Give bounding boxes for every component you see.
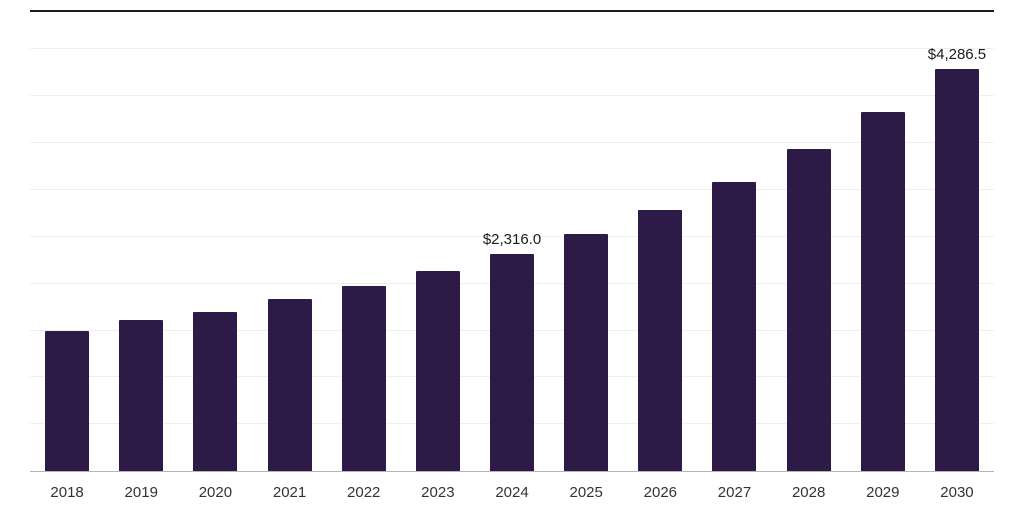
- x-axis-tick-label: 2020: [198, 484, 233, 501]
- bar-slot: [30, 12, 104, 471]
- x-axis: 2018 2019 2020 2021 2022 2023 2024 2025 2026 2027…: [30, 472, 994, 512]
- bar: [638, 209, 683, 471]
- bar: [712, 181, 757, 471]
- bar-slot: [252, 12, 326, 471]
- bar-series: $2,316.0 $4,286.5: [30, 12, 994, 471]
- bar: [341, 286, 386, 471]
- bar-slot: [549, 12, 623, 471]
- bar: [786, 148, 831, 471]
- gridline: [30, 48, 994, 50]
- bar-value-label: $4,286.5: [927, 46, 987, 64]
- x-axis-tick-label: 2018: [50, 484, 84, 501]
- bar: [119, 320, 164, 471]
- bar: $2,316.0: [483, 231, 541, 471]
- bar-slot: [401, 12, 475, 471]
- x-axis-tick-label: 2027: [717, 484, 752, 501]
- x-axis-tick-label: 2026: [643, 484, 678, 501]
- bar: [45, 330, 90, 471]
- gridline: [30, 235, 994, 237]
- bar-slot: [623, 12, 697, 471]
- bar: [267, 298, 312, 471]
- gridline: [30, 188, 994, 190]
- bar-slot: [846, 12, 920, 471]
- gridline: [30, 142, 994, 144]
- bar: [860, 112, 905, 471]
- bar-slot: [697, 12, 771, 471]
- bar-slot: [772, 12, 846, 471]
- x-axis-tick-label: 2028: [791, 484, 826, 501]
- bar-slot: [327, 12, 401, 471]
- x-axis-tick-label: 2030: [940, 484, 974, 501]
- bar-slot: $4,286.5: [920, 12, 994, 471]
- gridline: [30, 95, 994, 97]
- bar-value-label: $2,316.0: [482, 231, 542, 249]
- bar: [193, 311, 238, 471]
- bar: [564, 234, 609, 471]
- plot-area: $2,316.0 $4,286.5: [30, 10, 994, 472]
- x-axis-tick-label: 2024: [495, 484, 529, 501]
- bar: [415, 270, 460, 471]
- bar-slot: [104, 12, 178, 471]
- x-axis-tick-label: 2029: [866, 484, 900, 501]
- x-axis-tick-label: 2022: [347, 484, 381, 501]
- x-axis-tick-label: 2021: [272, 484, 307, 501]
- x-axis-tick-label: 2023: [421, 484, 455, 501]
- bar-slot: $2,316.0: [475, 12, 549, 471]
- x-axis-tick-label: 2019: [124, 484, 158, 501]
- bar-slot: [178, 12, 252, 471]
- x-axis-tick-label: 2025: [569, 484, 603, 501]
- bar: $4,286.5: [928, 46, 986, 471]
